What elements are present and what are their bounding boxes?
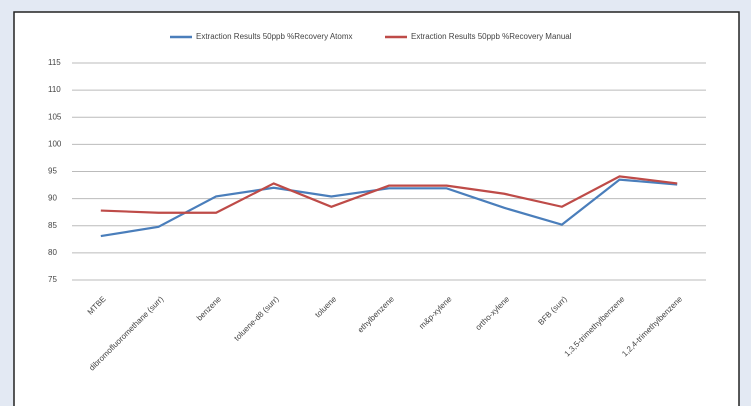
legend-label: Extraction Results 50ppb %Recovery Manua… — [411, 32, 572, 41]
y-tick-label: 100 — [48, 139, 62, 148]
series-line — [100, 178, 678, 238]
y-tick-label: 115 — [48, 58, 61, 67]
y-tick-label: 110 — [48, 85, 61, 94]
series-line — [100, 175, 678, 214]
y-tick-label: 80 — [48, 248, 57, 257]
y-tick-label: 90 — [48, 194, 57, 203]
panel — [13, 11, 740, 406]
y-tick-label: 105 — [48, 112, 62, 121]
y-tick-label: 95 — [48, 167, 57, 176]
y-tick-label: 75 — [48, 275, 57, 284]
legend-label: Extraction Results 50ppb %Recovery Atomx — [196, 32, 353, 41]
y-tick-label: 85 — [48, 221, 57, 230]
